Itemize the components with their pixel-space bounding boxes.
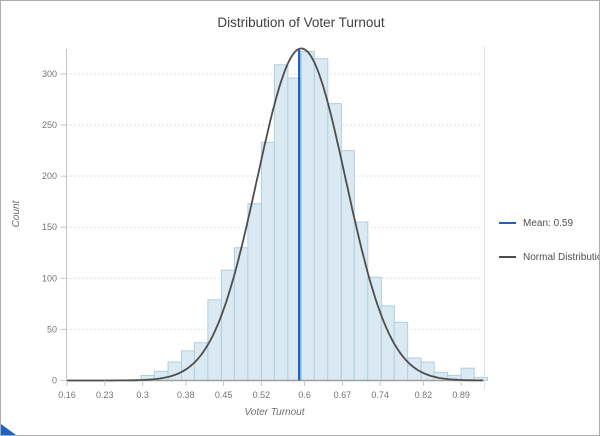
x-tick-label: 0.38 xyxy=(177,390,195,400)
x-tick-label: 0.23 xyxy=(96,390,114,400)
histogram-bar xyxy=(460,367,475,382)
normal-curve xyxy=(67,47,484,382)
y-tick-label: 100 xyxy=(42,273,57,283)
legend-item[interactable]: Mean: 0.59 xyxy=(499,217,599,229)
mean-line-swatch-icon xyxy=(499,222,516,224)
y-axis-title: Count xyxy=(11,200,22,228)
histogram-bar xyxy=(380,305,395,381)
corner-accent-icon xyxy=(1,424,16,435)
legend-item[interactable]: Normal Distribution xyxy=(499,251,600,263)
x-tick-label: 0.52 xyxy=(253,390,271,400)
x-tick-label: 0.45 xyxy=(215,390,233,400)
chart-title: Distribution of Voter Turnout xyxy=(217,15,385,30)
histogram-bar xyxy=(273,64,289,382)
x-tick-label: 0.3 xyxy=(136,390,149,400)
histogram-bar xyxy=(247,203,262,381)
x-axis-title: Voter Turnout xyxy=(244,407,305,418)
y-tick-label: 50 xyxy=(47,324,57,334)
histogram-bar xyxy=(393,321,409,381)
x-tick-label: 0.82 xyxy=(415,390,433,400)
histogram-bar xyxy=(313,58,329,381)
y-tick-label: 0 xyxy=(52,376,57,386)
x-tick-label: 0.67 xyxy=(334,390,352,400)
y-tick-label: 150 xyxy=(42,222,57,232)
x-tick-label: 0.74 xyxy=(371,390,389,400)
legend-label: Mean: 0.59 xyxy=(523,217,574,229)
y-tick-label: 250 xyxy=(42,120,57,130)
histogram-bar xyxy=(167,361,182,382)
histogram-bar xyxy=(220,269,235,382)
normal-curve-swatch-icon xyxy=(499,256,516,258)
x-tick-label: 0.6 xyxy=(298,390,311,400)
histogram-bar xyxy=(407,357,422,381)
legend-label: Normal Distribution xyxy=(523,251,600,263)
legend: Mean: 0.59 Normal Distribution xyxy=(499,217,600,285)
histogram-bar xyxy=(327,103,342,381)
x-tick-label: 0.16 xyxy=(58,390,76,400)
y-tick-label: 300 xyxy=(42,69,57,79)
histogram-bar xyxy=(260,141,275,381)
histogram-bars[interactable] xyxy=(140,51,489,382)
histogram-bar xyxy=(181,350,195,381)
histogram-bar xyxy=(420,361,435,382)
x-tick-label: 0.89 xyxy=(452,390,470,400)
y-tick-label: 200 xyxy=(42,171,57,181)
histogram-bar xyxy=(300,51,315,381)
